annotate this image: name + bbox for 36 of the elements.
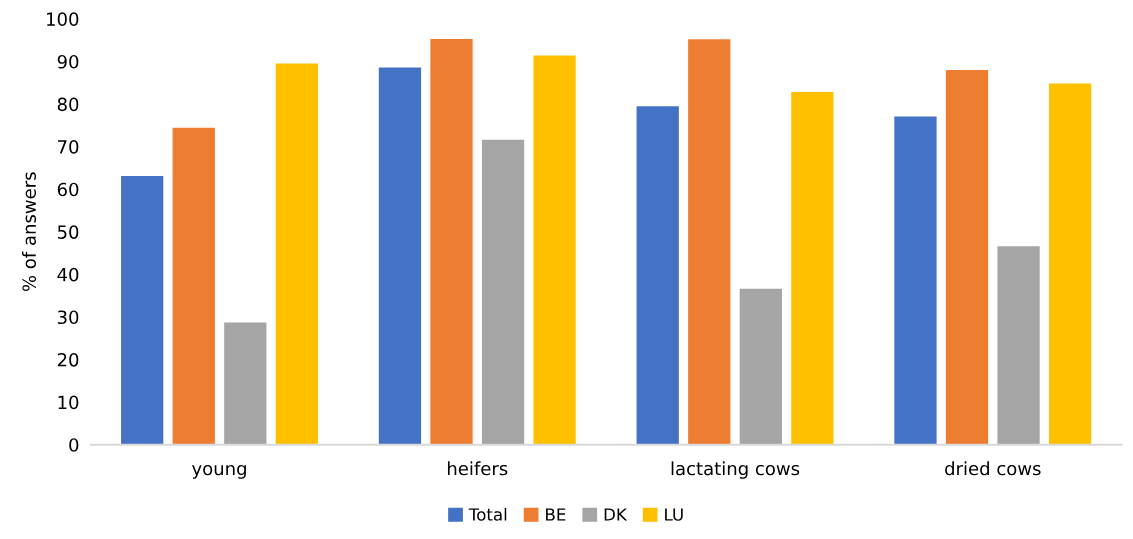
bar [1048,83,1092,445]
y-axis-title: % of answers [22,172,37,292]
bar [121,175,164,445]
bar [791,92,834,445]
y-tick-label: 90 [57,54,79,69]
y-tick-label: 100 [47,12,79,26]
bar [224,322,267,445]
y-tick-label: 70 [58,140,79,154]
y-tick-label: 20 [57,352,79,367]
y-tick-label: 10 [58,395,79,410]
y-tick-label: 60 [57,182,79,197]
bar [739,288,782,445]
bar [481,139,525,445]
legend-label: LU [665,508,683,521]
y-tick-label: 40 [57,267,79,282]
legend-label: DK [604,508,628,521]
bar [636,106,679,445]
legend-label: BE [546,508,566,521]
y-tick-label: 50 [57,225,79,239]
y-tick-label: 80 [57,97,79,112]
y-tick-label: 0 [69,438,79,452]
bar [378,67,422,445]
bar [533,55,576,445]
bar [172,127,215,445]
bar [688,39,731,445]
x-tick-label: lactating cows [671,461,800,479]
x-tick-label: young [192,464,246,479]
bar [430,38,473,445]
x-tick-label: heifers [447,461,508,476]
bar [894,116,937,445]
bar [997,246,1040,445]
legend-label: Total [468,507,507,521]
bar [275,63,318,445]
x-tick-label: dried cows [945,461,1041,476]
bar [945,69,989,445]
y-tick-label: 30 [57,310,79,325]
